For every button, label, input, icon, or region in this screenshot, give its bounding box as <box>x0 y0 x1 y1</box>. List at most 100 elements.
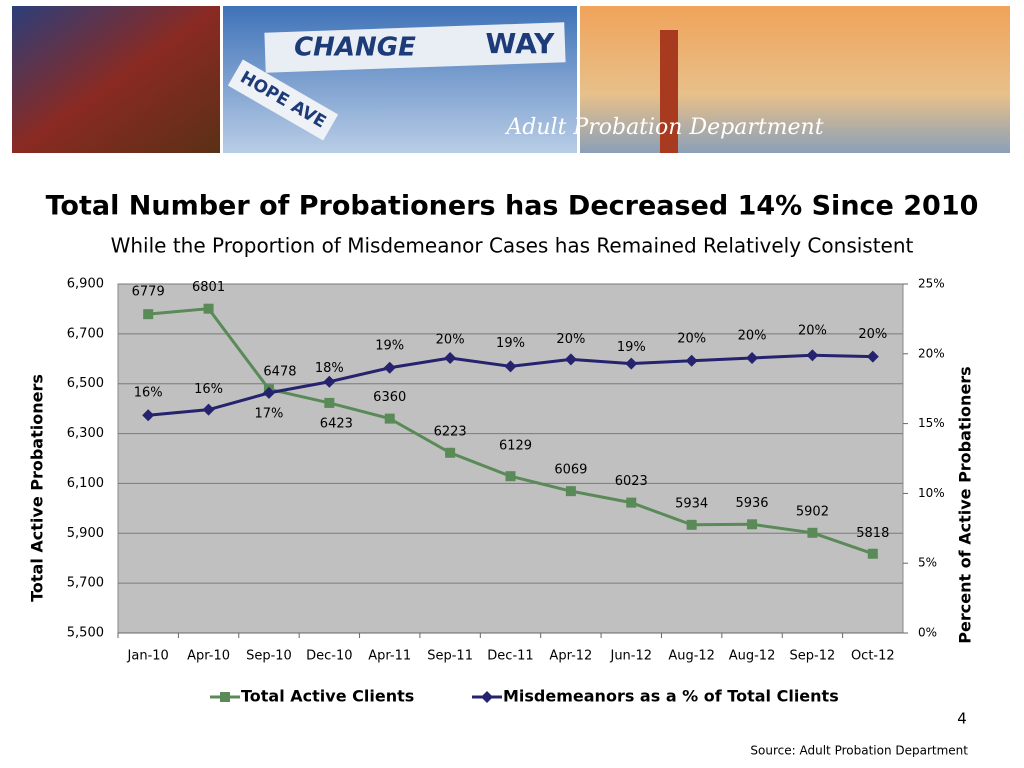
data-label: 5936 <box>735 496 768 511</box>
x-tick-label: Sep-12 <box>790 649 836 664</box>
banner-image <box>580 6 1010 153</box>
data-point <box>203 303 214 314</box>
plot-area <box>117 283 904 634</box>
data-label: 19% <box>496 336 525 351</box>
y-tick-label: 5,900 <box>67 526 104 541</box>
source-note: Source: Adult Probation Department <box>750 744 968 758</box>
data-point <box>564 353 577 366</box>
data-label: 6779 <box>132 285 165 300</box>
banner: CHANGE WAY HOPE AVE Adult Probation Depa… <box>12 6 1010 153</box>
data-point <box>505 471 516 482</box>
y-tick-label: 6,700 <box>67 326 104 341</box>
y-axis-label: Total Active Probationers <box>28 374 47 602</box>
data-point <box>565 486 576 497</box>
data-label: 6478 <box>263 365 296 380</box>
y-tick-label: 6,100 <box>67 476 104 491</box>
data-label: 16% <box>134 386 163 401</box>
data-label: 20% <box>858 327 887 342</box>
data-label: 20% <box>556 332 585 347</box>
x-tick-label: Aug-12 <box>668 649 715 664</box>
y2-tick-label: 25% <box>918 277 945 291</box>
y2-tick-label: 10% <box>918 486 945 500</box>
data-point <box>866 350 879 363</box>
y2-tick-label: 5% <box>918 556 937 570</box>
data-label: 6129 <box>499 439 532 454</box>
sign-text: CHANGE <box>294 33 416 63</box>
y2-tick-label: 15% <box>918 416 945 430</box>
data-label: 20% <box>436 332 465 347</box>
y-tick-label: 5,700 <box>67 576 104 591</box>
x-tick-label: Oct-12 <box>851 649 895 664</box>
data-label: 6801 <box>192 280 225 295</box>
data-label: 18% <box>315 361 344 376</box>
data-label: 6223 <box>434 424 467 439</box>
data-label: 6069 <box>554 463 587 478</box>
data-point <box>504 360 517 373</box>
banner-image <box>12 6 220 153</box>
banner-caption: Adult Probation Department <box>504 115 823 140</box>
x-tick-label: Aug-12 <box>729 649 776 664</box>
x-tick-label: Dec-11 <box>487 649 533 664</box>
data-point <box>867 548 878 559</box>
legend-marker <box>481 691 493 703</box>
data-label: 6360 <box>373 390 406 405</box>
sign <box>227 59 339 141</box>
data-label: 17% <box>255 406 284 421</box>
legend-label: Total Active Clients <box>241 687 414 706</box>
sign-text: WAY <box>486 27 556 60</box>
data-label: 6423 <box>320 416 353 431</box>
x-tick-label: Apr-12 <box>549 649 592 664</box>
data-point <box>806 349 819 362</box>
data-point <box>383 361 396 374</box>
data-label: 6023 <box>615 474 648 489</box>
data-point <box>445 447 456 458</box>
data-label: 19% <box>617 340 646 355</box>
data-label: 5818 <box>856 526 889 541</box>
legend-label: Misdemeanors as a % of Total Clients <box>503 687 839 706</box>
bridge-tower <box>660 30 678 153</box>
data-point <box>262 386 275 399</box>
data-point <box>323 375 336 388</box>
y-tick-label: 6,900 <box>67 277 104 292</box>
data-point <box>142 409 155 422</box>
data-label: 20% <box>738 328 767 343</box>
data-label: 16% <box>194 382 223 397</box>
data-label: 19% <box>375 338 404 353</box>
data-point <box>747 519 758 530</box>
data-point <box>143 309 154 320</box>
x-tick-label: Sep-10 <box>246 649 292 664</box>
y2-tick-label: 0% <box>918 626 937 640</box>
data-point <box>444 351 457 364</box>
x-tick-label: Jun-12 <box>609 649 652 664</box>
data-point <box>685 354 698 367</box>
x-tick-label: Jan-10 <box>127 649 169 664</box>
data-point <box>626 497 637 508</box>
chart-title: Total Number of Probationers has Decreas… <box>46 191 979 222</box>
page-number: 4 <box>957 710 967 728</box>
y-tick-label: 5,500 <box>67 626 104 641</box>
y-tick-label: 6,300 <box>67 426 104 441</box>
data-point <box>625 357 638 370</box>
x-tick-label: Apr-11 <box>368 649 411 664</box>
data-point <box>324 397 335 408</box>
data-point <box>686 519 697 530</box>
data-point <box>202 403 215 416</box>
x-tick-label: Apr-10 <box>187 649 230 664</box>
data-label: 5902 <box>796 504 829 519</box>
x-tick-label: Dec-10 <box>306 649 352 664</box>
y-tick-label: 6,500 <box>67 376 104 391</box>
sign <box>264 22 566 73</box>
data-point <box>746 351 759 364</box>
data-point <box>384 413 395 424</box>
data-label: 20% <box>798 324 827 339</box>
data-label: 5934 <box>675 496 708 511</box>
data-point <box>807 527 818 538</box>
x-tick-label: Sep-11 <box>427 649 473 664</box>
y2-tick-label: 20% <box>918 346 945 360</box>
y2-axis-label: Percent of Active Probationers <box>956 366 975 643</box>
legend-marker <box>220 692 230 702</box>
chart-subtitle: While the Proportion of Misdemeanor Case… <box>111 234 914 258</box>
data-label: 20% <box>677 331 706 346</box>
